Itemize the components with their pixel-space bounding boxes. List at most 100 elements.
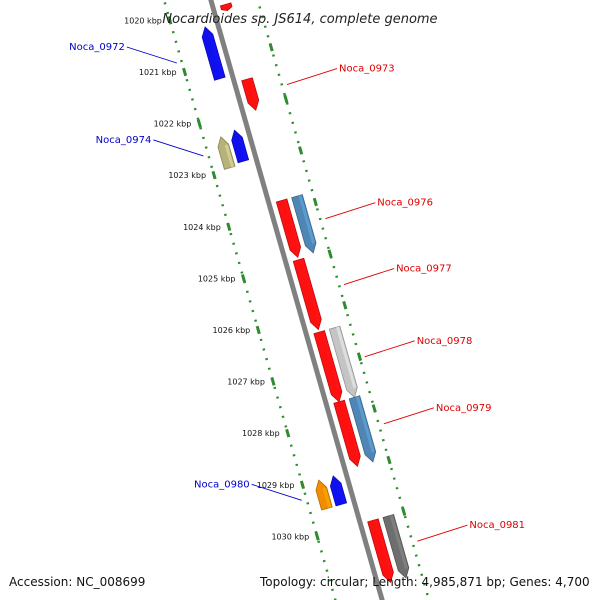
gene-label[interactable]: Noca_0972: [69, 42, 125, 53]
gene-highlight: [283, 199, 300, 249]
gene-arrow[interactable]: [315, 479, 333, 511]
gene-body: [275, 198, 302, 259]
gene-highlight: [227, 3, 232, 8]
gene-body: [333, 399, 361, 468]
tick-mark: [298, 146, 304, 155]
tick-label: 1021 kbp: [139, 68, 177, 77]
gene-arrow[interactable]: [328, 325, 358, 399]
tick-mark: [285, 428, 291, 438]
accession-text: Accession: NC_008699: [9, 575, 146, 589]
tick-mark: [196, 119, 202, 128]
gene-highlight: [336, 326, 357, 389]
gene-body: [292, 257, 322, 331]
right-dotted-track: [256, 0, 430, 598]
tick-mark: [356, 352, 363, 362]
gene-body: [217, 136, 236, 170]
gene-layer: [201, 2, 410, 584]
gene-label-leader: [343, 268, 395, 285]
tick-label: 1026 kbp: [213, 326, 251, 335]
tick-mark: [270, 377, 276, 386]
tick-label: 1028 kbp: [242, 429, 280, 438]
gene-arrow[interactable]: [201, 26, 226, 81]
gene-highlight: [298, 194, 316, 244]
gene-label[interactable]: Noca_0974: [96, 135, 152, 146]
gene-highlight: [340, 400, 360, 458]
gene-label[interactable]: Noca_0981: [469, 520, 525, 531]
gene-label[interactable]: Noca_0976: [377, 198, 433, 209]
tick-mark: [401, 507, 407, 516]
tick-mark: [327, 249, 333, 258]
tick-mark: [371, 404, 377, 413]
gene-body: [367, 518, 394, 584]
gene-arrow[interactable]: [329, 475, 348, 507]
tick-label: 1025 kbp: [198, 274, 236, 283]
gene-arrow[interactable]: [367, 518, 394, 584]
tick-label: 1024 kbp: [183, 223, 221, 232]
gene-label-leader: [251, 483, 302, 501]
gene-label-leader: [286, 68, 338, 86]
gene-arrow[interactable]: [241, 77, 260, 111]
gene-label[interactable]: Noca_0978: [417, 336, 473, 347]
gene-body: [219, 2, 233, 12]
gene-body: [313, 330, 343, 403]
tick-mark: [386, 455, 392, 465]
genome-backbone: [208, 0, 385, 600]
tick-mark: [268, 42, 274, 52]
gene-arrow[interactable]: [231, 129, 250, 164]
tick-mark: [211, 170, 217, 180]
gene-arrow[interactable]: [382, 514, 410, 579]
gene-body: [241, 77, 260, 111]
gene-highlight: [208, 34, 225, 79]
gene-highlight: [299, 258, 321, 321]
gene-label[interactable]: Noca_0977: [396, 264, 452, 275]
gene-highlight: [322, 487, 332, 509]
gene-body: [328, 325, 358, 399]
gene-highlight: [389, 514, 408, 569]
gene-body: [291, 194, 317, 254]
gene-label[interactable]: Noca_0980: [194, 479, 250, 490]
gene-highlight: [374, 519, 393, 574]
gene-arrow[interactable]: [219, 2, 233, 12]
gene-body: [201, 26, 226, 81]
genome-summary-text: Topology: circular; Length: 4,985,871 bp…: [260, 575, 590, 589]
tick-label: 1027 kbp: [227, 378, 265, 387]
gene-arrow[interactable]: [333, 399, 361, 468]
tick-mark: [167, 16, 173, 25]
gene-highlight: [355, 396, 375, 453]
gene-label-leader: [325, 202, 376, 220]
tick-mark: [226, 222, 232, 232]
gene-highlight: [238, 137, 248, 161]
map-title: Nocardioides sp. JS614, complete genome: [162, 12, 437, 27]
tick-mark: [299, 480, 305, 490]
gene-label-leader: [417, 524, 468, 542]
gene-label-leader: [153, 139, 204, 157]
gene-arrow[interactable]: [291, 194, 317, 254]
tick-mark: [283, 94, 289, 104]
gene-arrow[interactable]: [292, 257, 322, 331]
gene-label-leader: [364, 340, 415, 358]
gene-body: [231, 129, 250, 164]
label-layer: Noca_0972 Noca_0973 Noca_0974 Noca_0976 Noca…: [69, 42, 525, 542]
gene-highlight: [337, 483, 346, 504]
gene-highlight: [224, 144, 234, 168]
gene-arrow[interactable]: [275, 198, 302, 259]
gene-body: [348, 395, 377, 463]
gene-arrow[interactable]: [313, 330, 343, 403]
tick-mark: [312, 197, 318, 207]
gene-label[interactable]: Noca_0979: [436, 403, 492, 414]
gene-arrow[interactable]: [348, 395, 377, 463]
tick-mark: [314, 532, 320, 541]
tick-mark: [182, 67, 188, 77]
gene-highlight: [320, 330, 341, 393]
tick-layer: 1020 kbp 1021 kbp 1022 kbp 1023 kbp 1024 kbp…: [124, 0, 430, 600]
tick-label: 1023 kbp: [168, 171, 206, 180]
tick-mark: [342, 300, 348, 310]
gene-label-leader: [126, 46, 177, 64]
gene-label[interactable]: Noca_0973: [339, 64, 395, 75]
tick-label: 1030 kbp: [271, 532, 309, 541]
gene-label-leader: [383, 407, 434, 425]
gene-arrow[interactable]: [217, 136, 236, 170]
tick-label: 1020 kbp: [124, 16, 162, 25]
gene-body: [315, 479, 333, 511]
